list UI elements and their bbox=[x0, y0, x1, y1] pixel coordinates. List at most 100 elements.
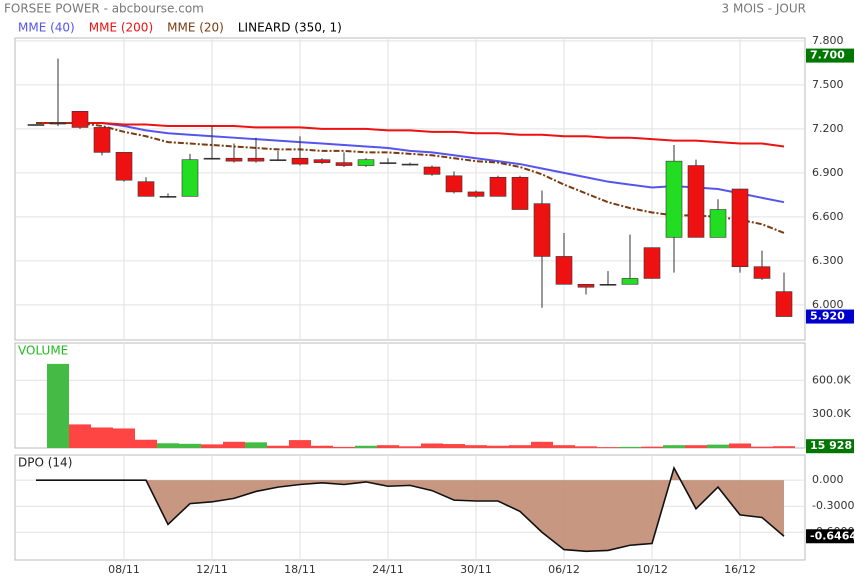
volume-bar bbox=[135, 439, 157, 448]
candle-body bbox=[137, 181, 155, 197]
volume-bar bbox=[201, 444, 223, 448]
price-badge bbox=[806, 309, 854, 324]
volume-bar bbox=[685, 445, 707, 448]
candle-body bbox=[27, 124, 45, 126]
volume-bar bbox=[311, 445, 333, 448]
candle-body bbox=[753, 266, 771, 279]
chart-subtitle: 3 MOIS - JOUR bbox=[722, 2, 806, 16]
volume-bar bbox=[399, 446, 421, 448]
legend-entry: LINEARD (350, 1) bbox=[238, 21, 342, 35]
candle-body bbox=[511, 176, 529, 210]
panel-frame bbox=[14, 454, 806, 561]
y-tick-label: 6.000 bbox=[812, 298, 844, 311]
y-tick-label: 0.000 bbox=[812, 473, 844, 486]
indicator-line bbox=[36, 122, 785, 148]
indicator-line bbox=[36, 122, 785, 234]
y-tick-label: 6.900 bbox=[812, 166, 844, 179]
volume-bar bbox=[47, 363, 69, 448]
panel-frame bbox=[14, 37, 806, 341]
candle-body bbox=[247, 157, 265, 162]
volume-bar bbox=[773, 446, 795, 448]
volume-bar bbox=[113, 428, 135, 448]
volume-bar bbox=[245, 442, 267, 448]
candle-body bbox=[687, 165, 705, 238]
panel-title: DPO (14) bbox=[18, 456, 72, 470]
y-tick-label: -0.3000 bbox=[812, 499, 854, 512]
price-badge bbox=[806, 48, 854, 63]
y-tick-label: 7.500 bbox=[812, 78, 844, 91]
legend-entry: MME (40) bbox=[18, 21, 75, 35]
volume-bar bbox=[157, 443, 179, 448]
indicator-line bbox=[36, 122, 785, 204]
candle-body bbox=[49, 122, 67, 125]
candle-body bbox=[401, 163, 419, 166]
volume-bar bbox=[487, 445, 509, 448]
y-tick-label: 300.0K bbox=[812, 407, 851, 420]
volume-bar bbox=[443, 444, 465, 448]
candle-body bbox=[357, 159, 375, 166]
legend-entry: MME (200) bbox=[89, 21, 153, 35]
candle-body bbox=[423, 166, 441, 175]
candle-body bbox=[467, 191, 485, 197]
price-badge-label: 15 928 bbox=[810, 439, 852, 452]
x-tick-label: 12/11 bbox=[196, 563, 228, 576]
candle-body bbox=[203, 157, 221, 160]
candle-body bbox=[335, 162, 353, 166]
y-tick-label: 6.600 bbox=[812, 210, 844, 223]
legend-entry: MME (20) bbox=[167, 21, 224, 35]
volume-bar bbox=[289, 440, 311, 448]
volume-bar bbox=[355, 445, 377, 448]
volume-bar bbox=[663, 445, 685, 448]
price-badge-label: -0.6464 bbox=[810, 529, 855, 542]
x-tick-label: 06/12 bbox=[548, 563, 580, 576]
x-tick-label: 10/12 bbox=[636, 563, 668, 576]
price-badge bbox=[806, 439, 854, 454]
volume-bar bbox=[751, 446, 773, 448]
candle-body bbox=[577, 283, 595, 288]
volume-bar bbox=[377, 445, 399, 448]
volume-bar bbox=[333, 446, 355, 448]
x-tick-label: 18/11 bbox=[284, 563, 316, 576]
price-badge-label: 5.920 bbox=[810, 310, 845, 323]
volume-bar bbox=[553, 445, 575, 448]
volume-bar bbox=[179, 443, 201, 448]
chart-title: FORSEE POWER - abcbourse.com bbox=[4, 2, 204, 16]
volume-bar bbox=[223, 441, 245, 448]
dpo-area bbox=[36, 468, 784, 552]
candle-body bbox=[313, 159, 331, 163]
volume-bar bbox=[641, 446, 663, 448]
candle-body bbox=[621, 278, 639, 285]
volume-bar bbox=[575, 446, 597, 448]
candle-body bbox=[225, 157, 243, 162]
x-tick-label: 16/12 bbox=[724, 563, 756, 576]
candle-body bbox=[731, 188, 749, 267]
x-tick-label: 08/11 bbox=[108, 563, 140, 576]
candle-body bbox=[489, 176, 507, 197]
candle-body bbox=[181, 159, 199, 197]
y-tick-label: 600.0K bbox=[812, 373, 851, 386]
candle-body bbox=[115, 152, 133, 181]
volume-bar bbox=[267, 445, 289, 448]
dpo-line bbox=[36, 465, 785, 553]
candle-body bbox=[599, 283, 617, 286]
volume-bar bbox=[509, 445, 531, 448]
volume-bar bbox=[597, 447, 619, 448]
candle-body bbox=[93, 127, 111, 153]
volume-bar bbox=[729, 443, 751, 448]
volume-bar bbox=[69, 424, 91, 448]
candle-body bbox=[159, 196, 177, 198]
candle-body bbox=[665, 160, 683, 238]
panel-title: VOLUME bbox=[18, 344, 68, 358]
volume-bar bbox=[707, 444, 729, 448]
volume-bar bbox=[619, 446, 641, 448]
price-badge-label: 7.700 bbox=[810, 49, 845, 62]
candle-body bbox=[775, 291, 793, 317]
candle-body bbox=[291, 157, 309, 165]
candle-body bbox=[379, 162, 397, 164]
candle-body bbox=[709, 209, 727, 238]
volume-bar bbox=[421, 443, 443, 448]
candle-body bbox=[555, 256, 573, 285]
candle-body bbox=[643, 247, 661, 279]
y-tick-label: 6.300 bbox=[812, 254, 844, 267]
